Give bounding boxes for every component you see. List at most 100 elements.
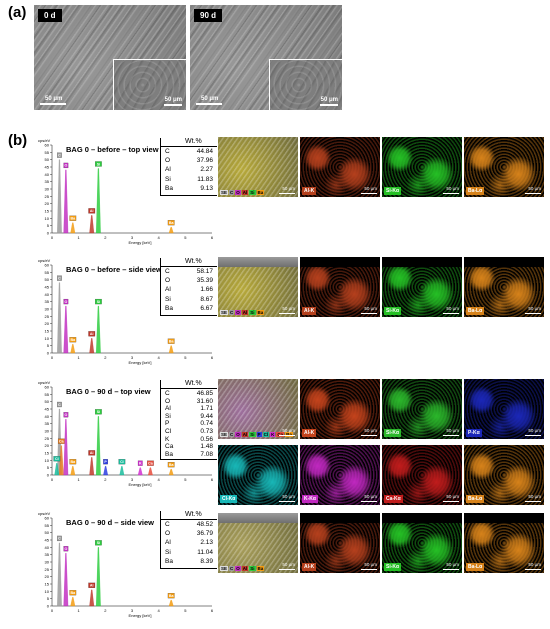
map-scale-label: 50 μm <box>528 562 541 567</box>
wt-row: Al 1.66 <box>165 286 213 295</box>
peak-label: Ba <box>169 339 175 343</box>
peak-label-box <box>167 338 175 344</box>
x-tick-label: 1 <box>78 355 81 360</box>
eds-overlay-map: SE C O Al Si Ba 50 μm <box>218 513 298 573</box>
peak-label: O <box>64 413 67 417</box>
wt-header: Wt.% <box>185 511 202 518</box>
map-element-label: Si-Kα <box>384 563 402 571</box>
x-tick-label: 1 <box>78 235 81 240</box>
sem-inset-scale-90d: 50 μm <box>320 97 338 103</box>
wt-value: 11.83 <box>197 175 213 183</box>
peak-Si <box>96 547 101 607</box>
y-tick-label: 5 <box>47 596 50 601</box>
eds-element-map: Si-Kα 50 μm <box>382 137 462 197</box>
map-scale-bar <box>525 568 541 570</box>
wt-value: 2.27 <box>200 166 213 174</box>
map-scale-bar <box>279 192 295 194</box>
wt-element: Ba <box>165 304 173 312</box>
wt-value: 7.08 <box>200 450 213 458</box>
map-scale-label: 50 μm <box>528 186 541 191</box>
y-tick-label: 50 <box>45 157 50 162</box>
peak-label-box <box>63 162 69 169</box>
map-scale-label: 50 μm <box>528 306 541 311</box>
wt-value: 44.84 <box>196 148 213 155</box>
map-scale-bar <box>279 500 295 502</box>
spectrum-title: BAG 0 – 90 d – side view <box>66 518 154 527</box>
wt-row: Si 9.44 <box>165 413 213 421</box>
y-tick-label: 35 <box>45 299 50 304</box>
eds-element-map: Al-K 50 μm <box>300 379 380 439</box>
eds-element-map: K-Kα 50 μm <box>300 445 380 505</box>
wt-value: 0.56 <box>200 435 213 443</box>
y-tick-label: 35 <box>45 179 50 184</box>
wt-element: Al <box>165 539 171 547</box>
map-element-label: Ba-Lα <box>466 187 485 195</box>
wt-value: 48.52 <box>196 521 213 528</box>
spectrum-1: 0 5 10 15 20 25 30 35 40 45 50 55 60 0 1 2 3 4 5 6 cps/eV Ene… <box>36 255 217 365</box>
legend-chip: SE <box>220 310 229 315</box>
wt-value: 0.74 <box>200 420 213 428</box>
y-tick-label: 40 <box>45 172 50 177</box>
peak-label: Ba <box>169 463 175 467</box>
legend-chip: Si <box>249 432 256 437</box>
wt-element: C <box>165 390 170 397</box>
wt-element: Al <box>165 166 171 174</box>
peak-label: C <box>58 537 61 541</box>
map-scale-bar <box>443 568 459 570</box>
legend-chip: K <box>270 432 276 437</box>
map-scale-bar <box>443 500 459 502</box>
spectrum-0: 0 5 10 15 20 25 30 35 40 45 50 55 60 0 1 2 3 4 5 6 cps/eV Ene… <box>36 135 217 245</box>
peak-Si <box>96 305 101 354</box>
peak-label-box <box>95 409 102 415</box>
peak-label-box <box>167 220 175 226</box>
wt-table: Wt.% C 44.84 O 37.96 Al 2.27 Si 11.83 Ba 9.13 <box>160 138 217 196</box>
peak-Cl <box>119 466 125 476</box>
y-tick-label: 40 <box>45 545 50 550</box>
sem-tag-0d: 0 d <box>38 9 62 22</box>
peak-label: Ba <box>169 221 175 225</box>
peak-O <box>63 169 69 234</box>
y-axis-label: cps/eV <box>38 138 51 143</box>
legend-chip: C <box>229 310 235 315</box>
peak-label-box <box>69 459 77 465</box>
peak-Al <box>89 338 95 354</box>
sem-inset-90d: 50 μm <box>269 59 342 110</box>
x-axis-label: Energy [keV] <box>129 613 152 618</box>
peak-C <box>57 542 62 607</box>
peak-label: K <box>139 461 142 465</box>
wt-row: Ba 9.13 <box>165 185 213 194</box>
map-scale-label: 50 μm <box>446 186 459 191</box>
wt-row: K 0.56 <box>165 436 213 444</box>
x-tick-label: 3 <box>131 477 134 482</box>
peak-label: Ba <box>70 591 76 595</box>
peak-label-box <box>147 460 154 466</box>
map-scale-bar <box>525 312 541 314</box>
map-scale-label: 50 μm <box>446 428 459 433</box>
peak-label: O <box>64 164 67 168</box>
wt-row: C 46.85 <box>165 390 213 398</box>
wt-row: Ca 1.48 <box>165 443 213 451</box>
sem-scale-0d: 50 μm <box>45 96 63 102</box>
peak-Ba <box>70 344 76 354</box>
wt-element: Al <box>165 286 171 294</box>
legend-chip: C <box>229 190 235 195</box>
y-tick-label: 10 <box>45 458 50 463</box>
map-scale-bar <box>361 434 377 436</box>
legend-chip: Al <box>241 432 249 437</box>
y-tick-label: 15 <box>45 209 50 214</box>
peak-Ca <box>148 467 153 476</box>
wt-row: O 31.60 <box>165 398 213 406</box>
map-element-label: Cl-Kα <box>220 495 238 503</box>
legend-chip: O <box>235 310 241 315</box>
eds-element-map: Ba-Lα 50 μm <box>464 513 544 573</box>
peak-label-box <box>69 590 77 596</box>
wt-header: Wt.% <box>185 380 202 387</box>
legend-chip: O <box>235 566 241 571</box>
x-tick-label: 6 <box>211 235 214 240</box>
peak-label: Si <box>97 162 100 166</box>
peak-Ba <box>168 226 174 234</box>
wt-value: 9.13 <box>200 184 213 192</box>
x-tick-label: 0 <box>51 235 54 240</box>
